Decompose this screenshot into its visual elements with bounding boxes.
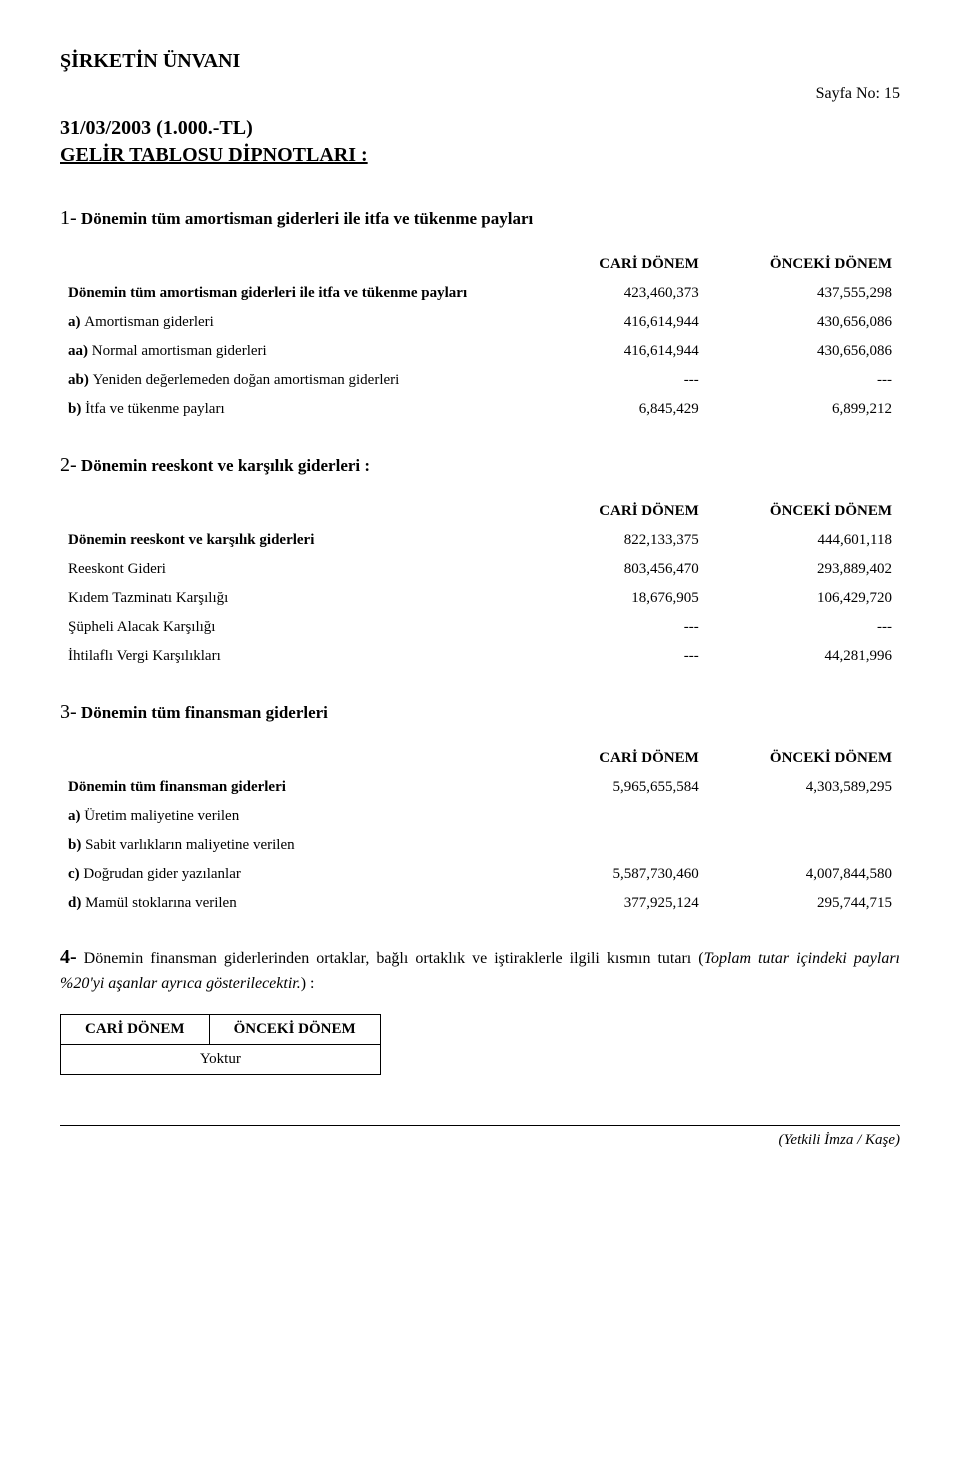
- small-table-header: CARİ DÖNEM ÖNCEKİ DÖNEM: [61, 1015, 381, 1045]
- section-1-heading: 1- Dönemin tüm amortisman giderleri ile …: [60, 207, 900, 230]
- section-2-heading: 2- Dönemin reeskont ve karşılık giderler…: [60, 454, 900, 477]
- cell-value: 5,965,655,584: [514, 773, 707, 802]
- cell-value: 416,614,944: [514, 308, 707, 337]
- footer-divider: [60, 1125, 900, 1126]
- table-row: Şüpheli Alacak Karşılığı --- ---: [60, 613, 900, 642]
- company-title: ŞİRKETİN ÜNVANI: [60, 50, 900, 73]
- section-1-table: CARİ DÖNEM ÖNCEKİ DÖNEM Dönemin tüm amor…: [60, 250, 900, 424]
- col-onceki: ÖNCEKİ DÖNEM: [707, 497, 900, 526]
- table-row: Kıdem Tazminatı Karşılığı 18,676,905 106…: [60, 584, 900, 613]
- section-1-title: Dönemin tüm amortisman giderleri ile itf…: [81, 209, 533, 228]
- table-header-row: CARİ DÖNEM ÖNCEKİ DÖNEM: [60, 250, 900, 279]
- cell-value: [707, 831, 900, 860]
- cell-value: 822,133,375: [514, 526, 707, 555]
- table-header-row: CARİ DÖNEM ÖNCEKİ DÖNEM: [60, 497, 900, 526]
- cell-value: 6,899,212: [707, 395, 900, 424]
- col-onceki: ÖNCEKİ DÖNEM: [209, 1015, 380, 1045]
- cell-value: 6,845,429: [514, 395, 707, 424]
- table-row: Dönemin reeskont ve karşılık giderleri 8…: [60, 526, 900, 555]
- section-3-title: Dönemin tüm finansman giderleri: [81, 703, 328, 722]
- yoktur-cell: Yoktur: [61, 1045, 381, 1075]
- cell-value: [514, 802, 707, 831]
- section-4-table: CARİ DÖNEM ÖNCEKİ DÖNEM Yoktur: [60, 1014, 381, 1075]
- signature-line: (Yetkili İmza / Kaşe): [60, 1132, 900, 1149]
- cell-value: 4,007,844,580: [707, 860, 900, 889]
- col-cari: CARİ DÖNEM: [514, 497, 707, 526]
- section-3: 3- Dönemin tüm finansman giderleri CARİ …: [60, 701, 900, 918]
- section-4-text2: ) :: [301, 975, 315, 992]
- section-2-num: 2-: [60, 454, 77, 476]
- cell-value: 44,281,996: [707, 642, 900, 671]
- small-table-row: Yoktur: [61, 1045, 381, 1075]
- cell-value: ---: [707, 613, 900, 642]
- col-cari: CARİ DÖNEM: [514, 250, 707, 279]
- table-row: b) Sabit varlıkların maliyetine verilen: [60, 831, 900, 860]
- section-2-table: CARİ DÖNEM ÖNCEKİ DÖNEM Dönemin reeskont…: [60, 497, 900, 671]
- table-row: İhtilaflı Vergi Karşılıkları --- 44,281,…: [60, 642, 900, 671]
- section-4: 4- Dönemin finansman giderlerinden ortak…: [60, 942, 900, 996]
- section-3-num: 3-: [60, 701, 77, 723]
- document-subtitle: GELİR TABLOSU DİPNOTLARI :: [60, 144, 900, 167]
- cell-value: 106,429,720: [707, 584, 900, 613]
- cell-value: 18,676,905: [514, 584, 707, 613]
- cell-value: 803,456,470: [514, 555, 707, 584]
- table-row: a) Üretim maliyetine verilen: [60, 802, 900, 831]
- table-row: Reeskont Gideri 803,456,470 293,889,402: [60, 555, 900, 584]
- section-2: 2- Dönemin reeskont ve karşılık giderler…: [60, 454, 900, 671]
- section-1-num: 1-: [60, 207, 77, 229]
- cell-value: 437,555,298: [707, 279, 900, 308]
- cell-value: 293,889,402: [707, 555, 900, 584]
- col-onceki: ÖNCEKİ DÖNEM: [707, 250, 900, 279]
- section-3-heading: 3- Dönemin tüm finansman giderleri: [60, 701, 900, 724]
- section-1: 1- Dönemin tüm amortisman giderleri ile …: [60, 207, 900, 424]
- section-4-text1: Dönemin finansman giderlerinden ortaklar…: [77, 950, 704, 967]
- col-cari: CARİ DÖNEM: [514, 744, 707, 773]
- section-4-num: 4-: [60, 946, 77, 968]
- cell-value: 423,460,373: [514, 279, 707, 308]
- cell-value: 5,587,730,460: [514, 860, 707, 889]
- table-row: b) İtfa ve tükenme payları 6,845,429 6,8…: [60, 395, 900, 424]
- table-row: Dönemin tüm amortisman giderleri ile itf…: [60, 279, 900, 308]
- document-date: 31/03/2003 (1.000.-TL): [60, 117, 900, 140]
- cell-value: ---: [514, 366, 707, 395]
- table-row: d) Mamül stoklarına verilen 377,925,124 …: [60, 889, 900, 918]
- cell-value: ---: [514, 642, 707, 671]
- cell-value: [707, 802, 900, 831]
- table-row: Dönemin tüm finansman giderleri 5,965,65…: [60, 773, 900, 802]
- section-3-table: CARİ DÖNEM ÖNCEKİ DÖNEM Dönemin tüm fina…: [60, 744, 900, 918]
- cell-value: ---: [707, 366, 900, 395]
- table-row: c) Doğrudan gider yazılanlar 5,587,730,4…: [60, 860, 900, 889]
- cell-value: 416,614,944: [514, 337, 707, 366]
- cell-value: 430,656,086: [707, 337, 900, 366]
- table-header-row: CARİ DÖNEM ÖNCEKİ DÖNEM: [60, 744, 900, 773]
- cell-value: [514, 831, 707, 860]
- cell-value: 430,656,086: [707, 308, 900, 337]
- cell-value: 377,925,124: [514, 889, 707, 918]
- col-cari: CARİ DÖNEM: [61, 1015, 210, 1045]
- page-number: Sayfa No: 15: [60, 85, 900, 103]
- cell-value: ---: [514, 613, 707, 642]
- table-row: aa) Normal amortisman giderleri 416,614,…: [60, 337, 900, 366]
- section-2-title: Dönemin reeskont ve karşılık giderleri :: [81, 456, 370, 475]
- table-row: a) Amortisman giderleri 416,614,944 430,…: [60, 308, 900, 337]
- col-onceki: ÖNCEKİ DÖNEM: [707, 744, 900, 773]
- cell-value: 4,303,589,295: [707, 773, 900, 802]
- cell-value: 444,601,118: [707, 526, 900, 555]
- cell-value: 295,744,715: [707, 889, 900, 918]
- table-row: ab) Yeniden değerlemeden doğan amortisma…: [60, 366, 900, 395]
